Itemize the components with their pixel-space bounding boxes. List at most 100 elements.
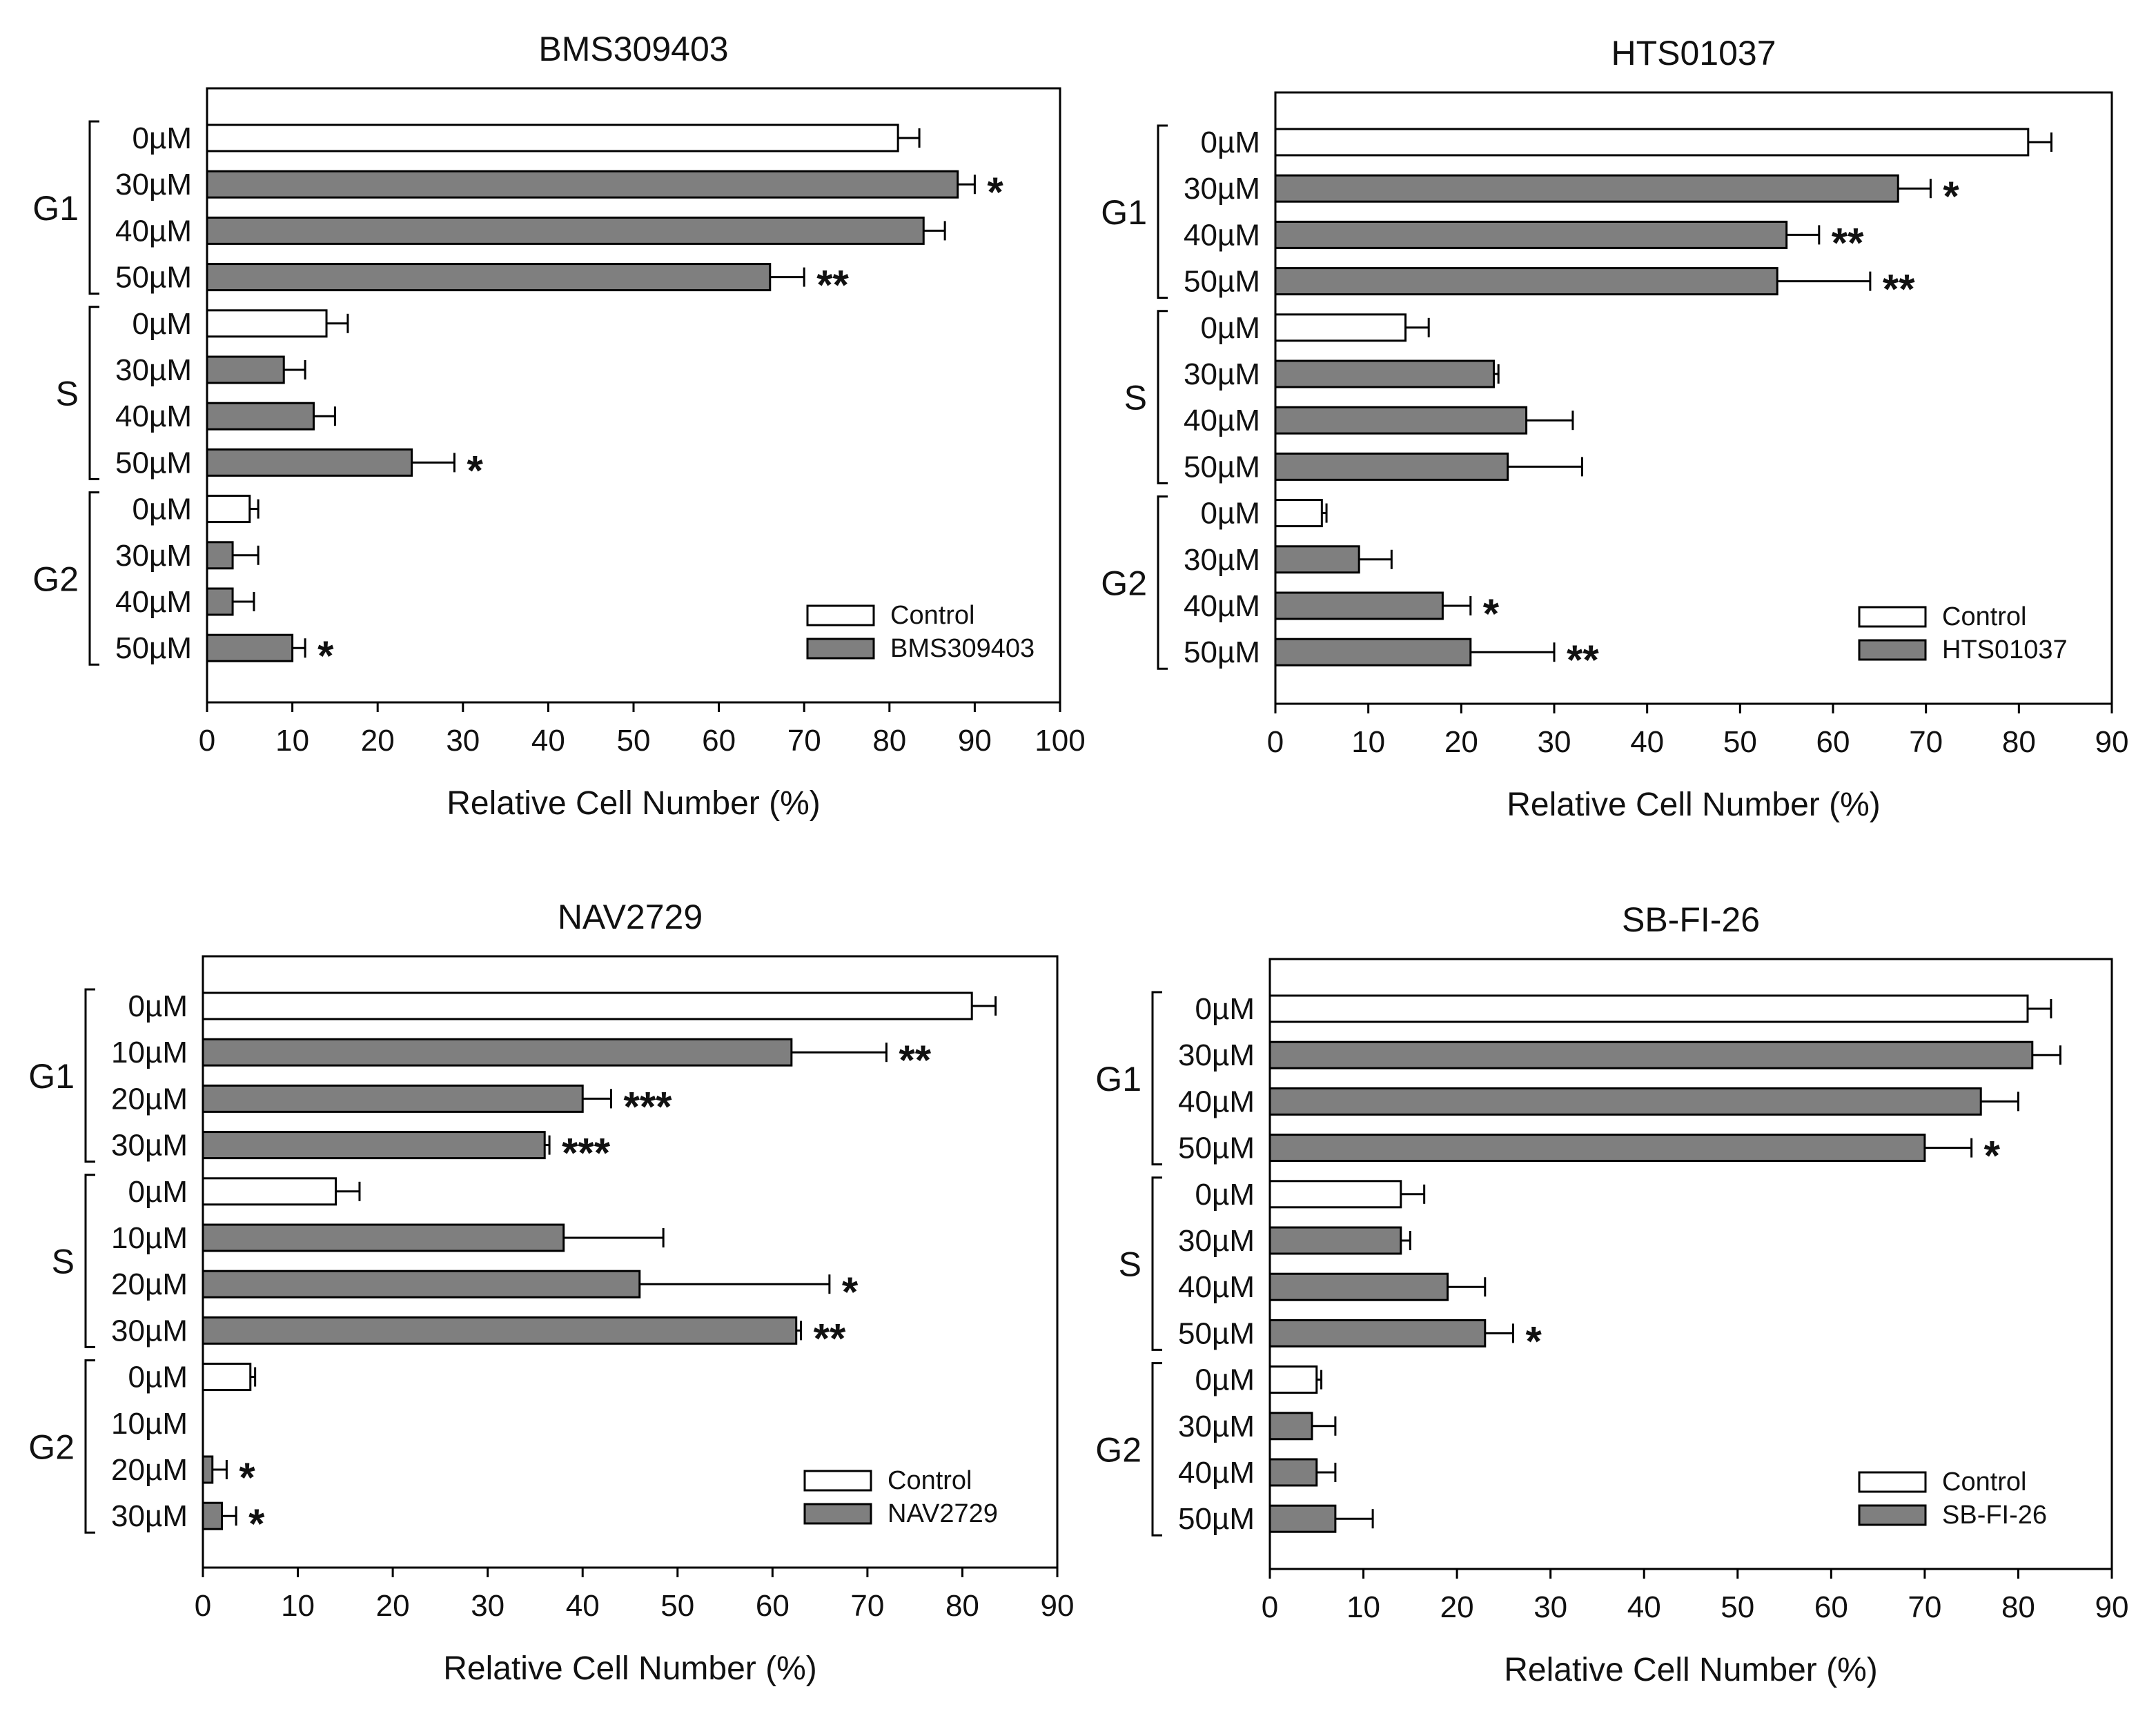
group-bracket <box>1157 310 1168 484</box>
phase-label: G2 <box>1101 564 1147 602</box>
chart-title: BMS309403 <box>538 30 728 68</box>
legend-swatch <box>806 638 875 660</box>
phase-label: G1 <box>32 189 79 228</box>
x-tick-label: 60 <box>702 724 736 758</box>
phase-label: S <box>56 375 79 413</box>
row-label: 30µM <box>1184 543 1260 577</box>
chart-panel-4: SB-FI-26 0 10 20 30 40 50 60 70 80 90 Relative Cell… <box>1095 900 2128 1688</box>
row-label: 0µM <box>133 493 192 526</box>
row-label: 50µM <box>1184 265 1260 299</box>
legend-label: Control <box>888 1466 972 1495</box>
bar <box>202 1223 565 1252</box>
row-label: 30µM <box>111 1129 188 1163</box>
row-label: 40µM <box>115 585 192 619</box>
group-bracket <box>84 1174 95 1348</box>
x-tick-label: 20 <box>376 1589 410 1623</box>
significance-marker: * <box>1525 1318 1542 1364</box>
bar <box>202 1363 252 1392</box>
bar <box>1274 638 1472 667</box>
row-label: 20µM <box>111 1267 188 1301</box>
chart-title: SB-FI-26 <box>1622 900 1760 939</box>
bar <box>1274 452 1509 481</box>
x-tick-label: 50 <box>660 1589 694 1623</box>
row-label: 0µM <box>128 989 188 1023</box>
row-label: 40µM <box>115 214 192 248</box>
row-label: 0µM <box>1201 311 1260 345</box>
bar <box>1274 174 1899 203</box>
bar <box>202 1316 798 1345</box>
phase-label: G1 <box>1101 193 1147 232</box>
x-tick-label: 0 <box>1262 1590 1278 1624</box>
phase-label: G2 <box>28 1428 75 1466</box>
row-label: 50µM <box>1178 1132 1255 1165</box>
significance-marker: * <box>1943 173 1959 219</box>
plot-frame <box>202 955 1059 1569</box>
chart-title: NAV2729 <box>558 898 703 936</box>
x-tick-label: 40 <box>1630 725 1664 759</box>
bar <box>202 1501 224 1530</box>
group-bracket <box>88 306 99 480</box>
row-label: 50µM <box>115 261 192 295</box>
bar <box>1274 313 1407 342</box>
bar <box>206 263 772 292</box>
row-label: 30µM <box>1184 172 1260 206</box>
x-tick-label: 0 <box>1267 725 1284 759</box>
bar <box>1268 1180 1402 1209</box>
bar <box>1274 128 2030 157</box>
phase-label: G1 <box>28 1057 75 1096</box>
row-label: 30µM <box>115 168 192 201</box>
bar <box>1268 1134 1926 1163</box>
legend-swatch <box>1858 639 1927 661</box>
chart-title: HTS01037 <box>1611 34 1776 72</box>
significance-marker: ** <box>899 1037 931 1083</box>
row-label: 0µM <box>1201 126 1260 159</box>
group-bracket <box>1151 991 1162 1166</box>
row-label: 20µM <box>111 1453 188 1487</box>
group-bracket <box>1157 495 1168 670</box>
x-tick-label: 30 <box>446 724 480 758</box>
significance-marker: ** <box>816 262 849 308</box>
legend-label: Control <box>1942 1468 2027 1497</box>
row-label: 40µM <box>1178 1270 1255 1304</box>
x-tick-label: 20 <box>361 724 395 758</box>
legend-label: BMS309403 <box>890 634 1035 663</box>
bar <box>1268 1319 1487 1347</box>
x-axis-label: Relative Cell Number (%) <box>1507 787 1880 823</box>
x-tick-label: 0 <box>199 724 215 758</box>
significance-marker: *** <box>562 1130 611 1176</box>
row-label: 30µM <box>1178 1224 1255 1258</box>
x-tick-label: 10 <box>275 724 309 758</box>
row-label: 0µM <box>1195 1363 1255 1397</box>
x-tick-label: 30 <box>1538 725 1571 759</box>
x-tick-label: 60 <box>1814 1590 1848 1624</box>
significance-marker: * <box>842 1269 859 1315</box>
x-tick-label: 10 <box>1351 725 1385 759</box>
row-label: 40µM <box>1184 589 1260 623</box>
row-label: 20µM <box>111 1082 188 1116</box>
significance-marker: * <box>987 169 1003 215</box>
row-label: 30µM <box>115 353 192 387</box>
row-label: 30µM <box>1184 357 1260 391</box>
group-bracket <box>1151 1362 1162 1537</box>
row-label: 10µM <box>111 1036 188 1069</box>
x-tick-label: 20 <box>1444 725 1478 759</box>
row-label: 0µM <box>128 1361 188 1394</box>
row-label: 10µM <box>111 1407 188 1441</box>
x-axis-label: Relative Cell Number (%) <box>1504 1652 1877 1688</box>
legend-label: SB-FI-26 <box>1942 1501 2047 1530</box>
x-tick-label: 70 <box>1908 1590 1941 1624</box>
legend-swatch <box>1858 1504 1927 1526</box>
row-label: 40µM <box>1178 1456 1255 1490</box>
row-label: 30µM <box>111 1314 188 1347</box>
legend-label: HTS01037 <box>1942 635 2068 664</box>
row-label: 40µM <box>115 399 192 433</box>
row-label: 50µM <box>115 446 192 480</box>
bar <box>1268 1458 1318 1487</box>
row-label: 10µM <box>111 1221 188 1255</box>
x-tick-label: 40 <box>531 724 565 758</box>
x-tick-label: 50 <box>617 724 651 758</box>
bar <box>206 124 899 152</box>
phase-label: G2 <box>32 560 79 598</box>
bar <box>206 448 413 477</box>
